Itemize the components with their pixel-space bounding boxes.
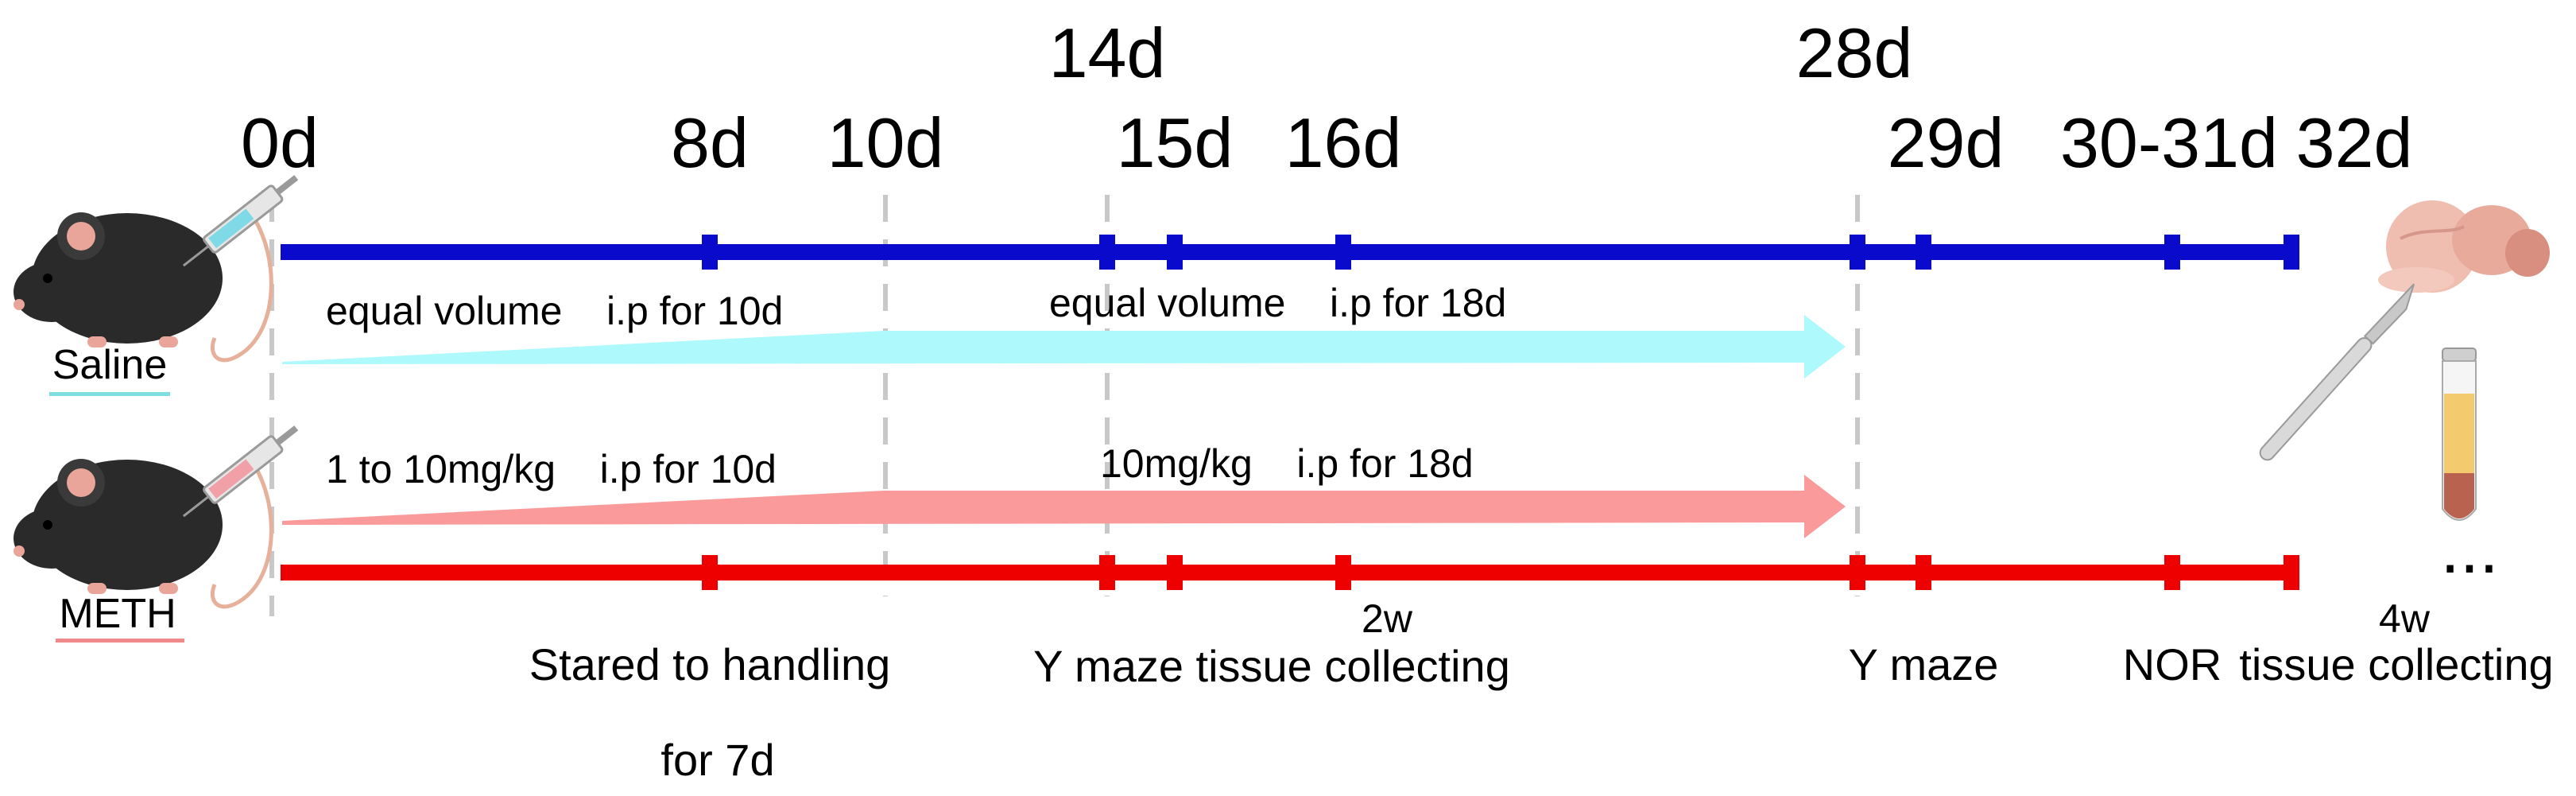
day-label-16: 16d	[1285, 103, 1402, 182]
saline-underline	[49, 392, 170, 396]
meth-tick-30-31d	[2164, 555, 2180, 590]
saline-phase1-text: equal volume i.p for 10d	[326, 289, 783, 333]
day-label-28: 28d	[1796, 14, 1913, 92]
meth-ticks	[702, 555, 2299, 590]
day-label-30-31: 30-31d	[2060, 103, 2278, 182]
meth-phase2-text: 10mg/kg i.p for 18d	[1100, 441, 1474, 486]
day-label-10: 10d	[827, 103, 944, 182]
saline-tick-28d	[1850, 235, 1865, 270]
four-weeks-label: 4w	[2379, 596, 2431, 641]
meth-underline	[56, 639, 184, 643]
day-label-32: 32d	[2296, 103, 2413, 182]
meth-tick-8d	[702, 555, 718, 590]
meth-name: METH	[59, 591, 176, 637]
saline-tick-16d	[1335, 235, 1351, 270]
saline-timeline	[281, 235, 2299, 270]
saline-treatment-arrow	[282, 315, 1846, 379]
ymaze-label: Y maze	[1849, 639, 1999, 689]
saline-ticks	[702, 235, 2299, 270]
saline-group-label: Saline	[49, 342, 170, 396]
day-labels: 0d 8d 10d 14d 15d 16d 28d 29d 30-31d 32d	[241, 14, 2412, 182]
saline-tick-32d	[2284, 235, 2299, 270]
syringe-icon	[182, 175, 299, 267]
mouse-icon	[14, 459, 273, 609]
saline-tick-15d	[1167, 235, 1183, 270]
day-label-14: 14d	[1049, 14, 1166, 92]
day-label-8: 8d	[671, 103, 749, 182]
meth-tick-14d	[1099, 555, 1115, 590]
event-labels: Stared to handling for 7d 2w Y maze tiss…	[529, 509, 2554, 785]
saline-tick-30-31d	[2164, 235, 2180, 270]
syringe-icon	[182, 425, 299, 518]
meth-timeline	[281, 555, 2299, 590]
day-label-0: 0d	[241, 103, 319, 182]
saline-axis-line	[281, 244, 2291, 260]
meth-group-label: METH	[56, 591, 184, 643]
meth-treatment-arrow	[282, 475, 1846, 538]
meth-phase1-text: 1 to 10mg/kg i.p for 10d	[326, 447, 777, 491]
day-label-29: 29d	[1888, 103, 2005, 182]
ymaze-tissue-label: Y maze tissue collecting	[1033, 641, 1510, 691]
blood-tube-icon	[2442, 348, 2477, 521]
meth-tick-28d	[1850, 555, 1865, 590]
tissue-collecting-label: tissue collecting	[2239, 639, 2553, 689]
scalpel-icon	[2259, 283, 2415, 461]
saline-tick-8d	[702, 235, 718, 270]
day-label-15: 15d	[1117, 103, 1234, 182]
handling-label-line1: Stared to handling	[529, 639, 891, 689]
meth-tick-32d	[2284, 555, 2299, 590]
saline-name: Saline	[52, 342, 168, 388]
meth-tick-16d	[1335, 555, 1351, 590]
handling-label-line2: for 7d	[660, 735, 774, 785]
meth-tick-29d	[1916, 555, 1931, 590]
saline-phase2-text: equal volume i.p for 18d	[1049, 281, 1506, 325]
meth-axis-line	[281, 565, 2291, 580]
ellipsis-label: ...	[2440, 509, 2498, 588]
mouse-icon	[14, 212, 273, 363]
two-weeks-label: 2w	[1362, 596, 1413, 641]
meth-tick-15d	[1167, 555, 1183, 590]
nor-label: NOR	[2123, 639, 2222, 689]
saline-tick-29d	[1916, 235, 1931, 270]
brain-icon	[2378, 200, 2550, 293]
saline-tick-14d	[1099, 235, 1115, 270]
